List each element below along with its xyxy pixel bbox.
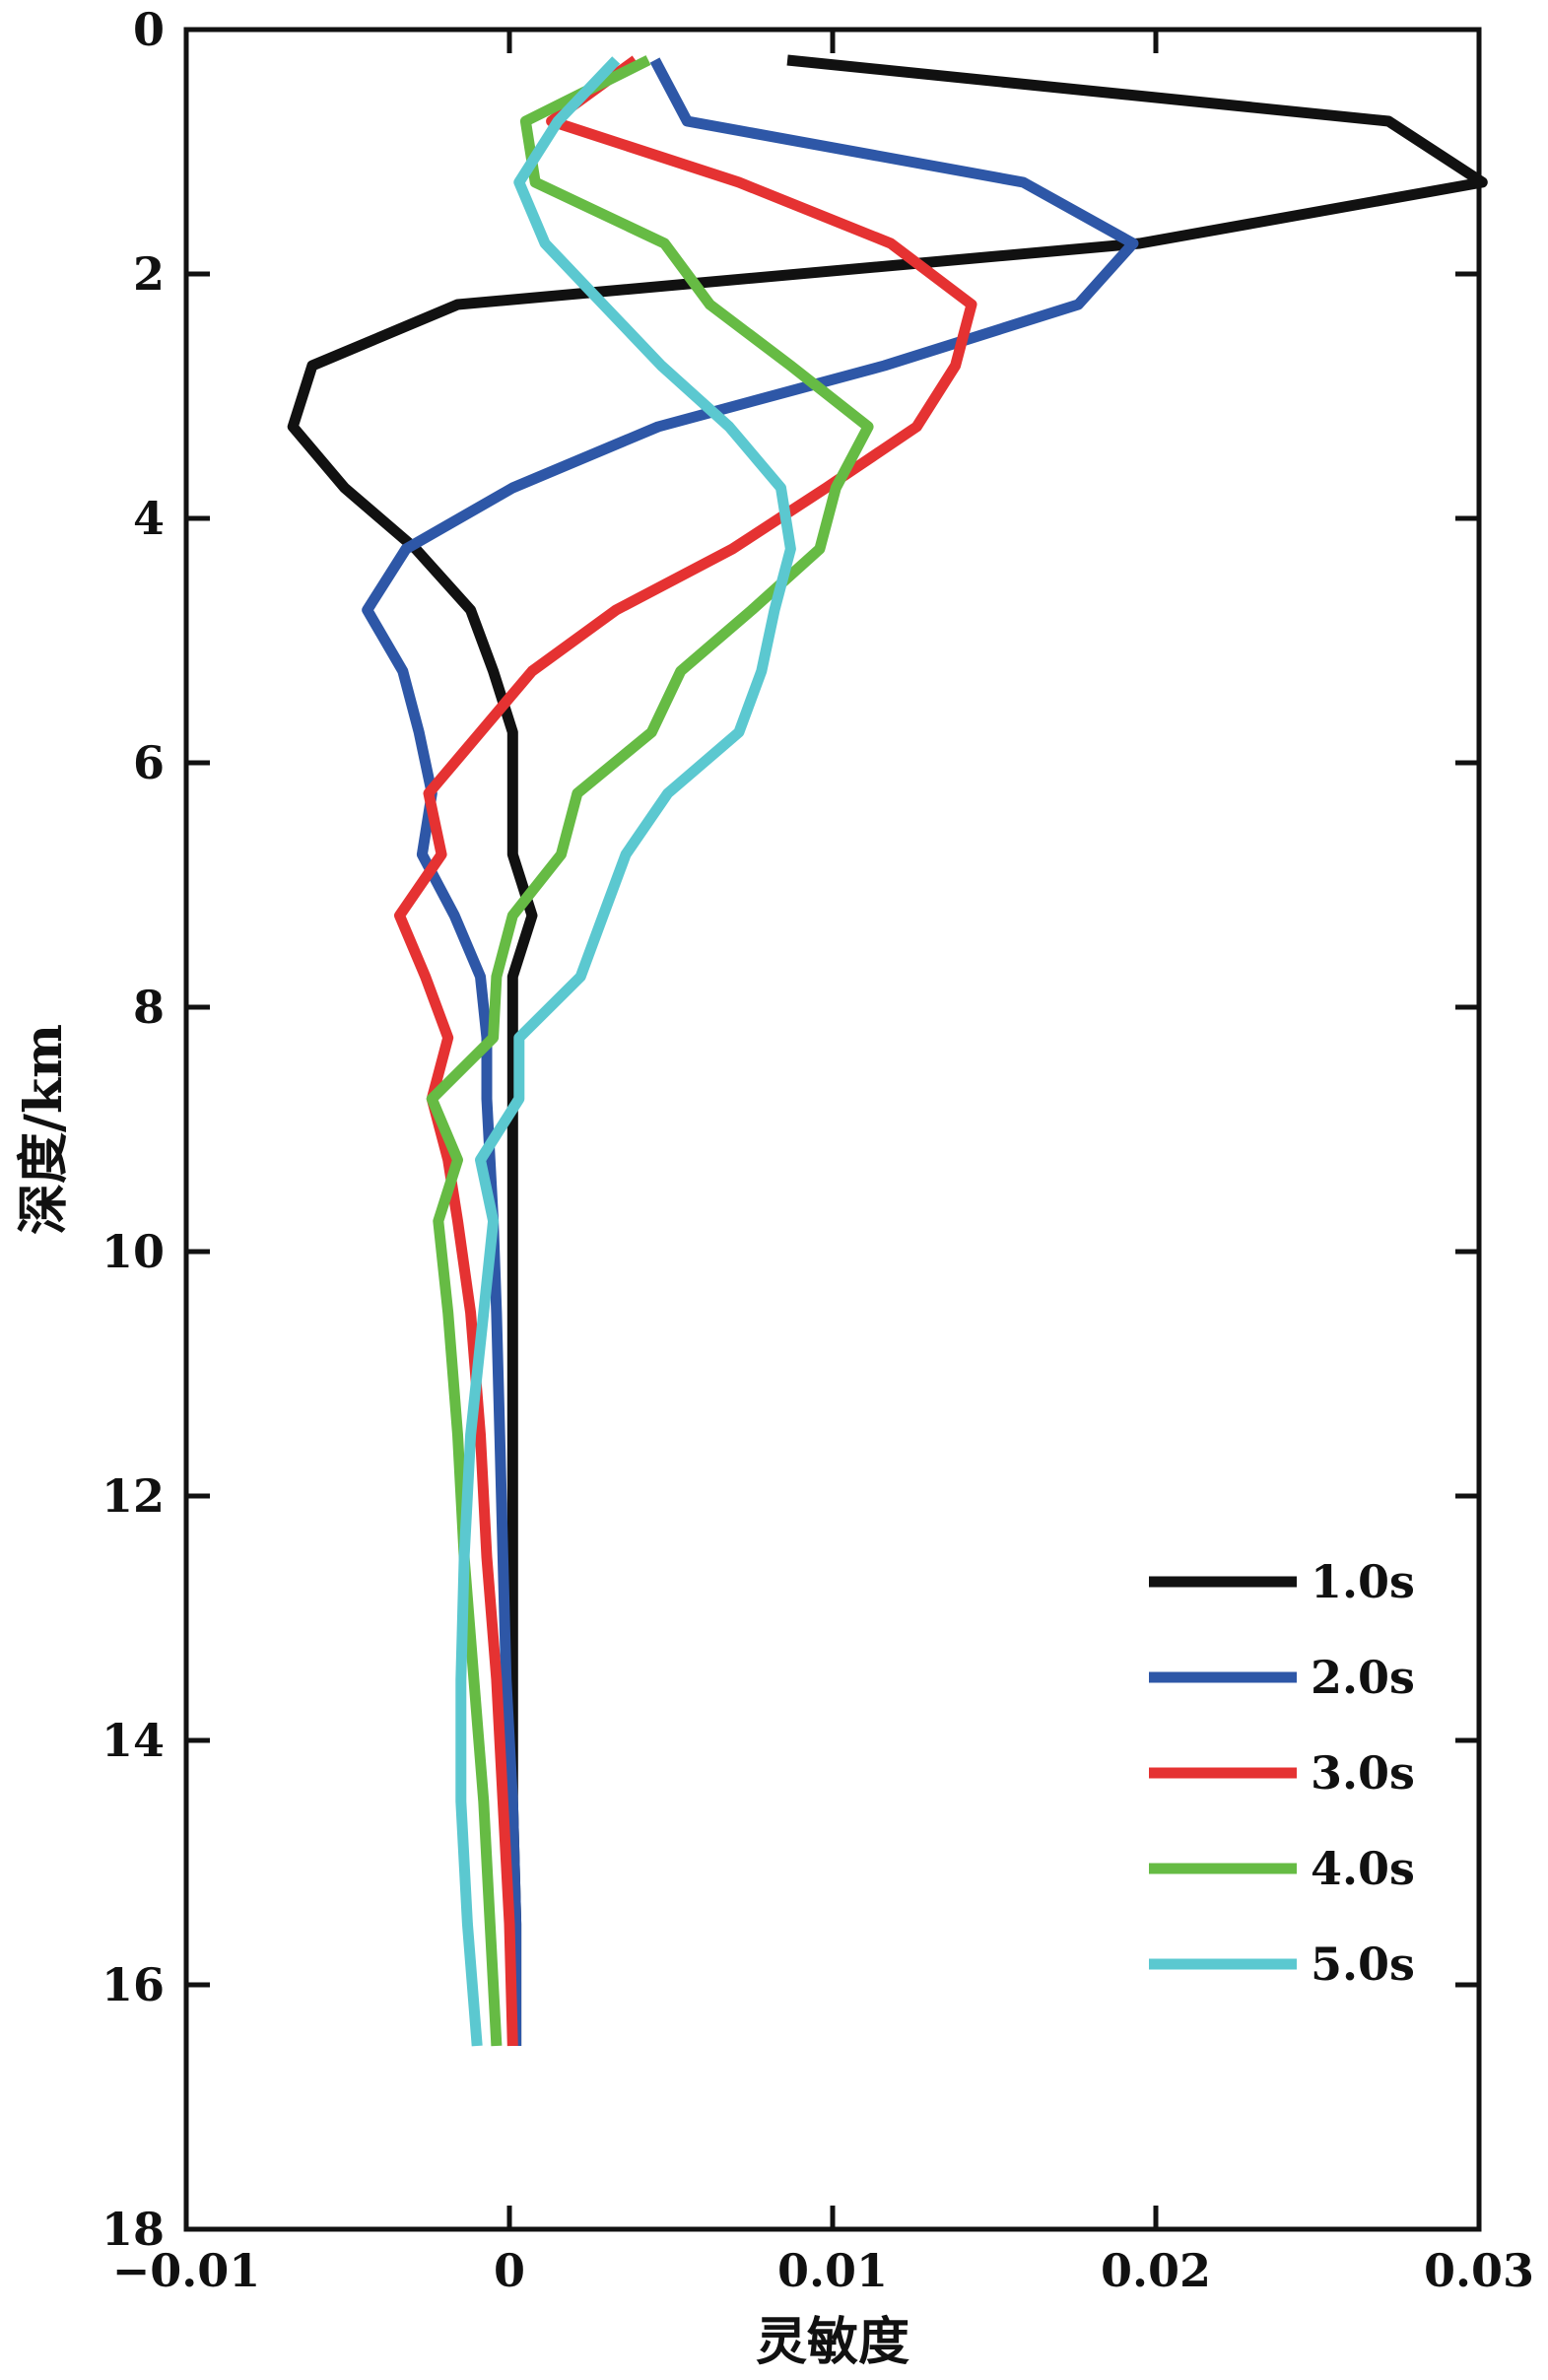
x-axis-title: 灵敏度: [756, 2312, 909, 2372]
legend-label: 3.0s: [1311, 1746, 1415, 1800]
y-tick-label: 12: [101, 1469, 165, 1523]
legend-label: 4.0s: [1311, 1842, 1415, 1895]
series-line-3-0s: [394, 55, 977, 2047]
y-tick-label: 4: [133, 492, 165, 545]
y-tick-label: 2: [133, 247, 165, 301]
legend-label: 5.0s: [1311, 1938, 1415, 1991]
y-tick-label: 18: [101, 2203, 165, 2256]
y-tick-label: 10: [101, 1225, 165, 1278]
series-lines: [287, 54, 1488, 2047]
x-tick-label: −0.01: [112, 2244, 261, 2297]
legend-label: 2.0s: [1311, 1651, 1415, 1704]
series-line-2-0s: [362, 57, 1139, 2046]
y-tick-label: 14: [101, 1714, 165, 1767]
y-tick-label: 6: [133, 736, 165, 789]
legend: 1.0s 2.0s 3.0s 4.0s 5.0s: [1149, 1555, 1415, 1991]
plot-area-frame: [183, 27, 1482, 2232]
y-tick-label: 16: [101, 1958, 165, 2011]
series-line-5-0s: [455, 56, 796, 2047]
series-line-1-0s: [287, 54, 1488, 2046]
axis-ticks: [183, 27, 1482, 2232]
axis-tick-labels: −0.01 0 0.01 0.02 0.03 0 2 4 6 8 10 12 14 16 18: [101, 3, 1534, 2297]
y-tick-label: 0: [133, 3, 165, 56]
y-tick-label: 8: [133, 981, 165, 1034]
x-tick-label: 0.02: [1101, 2244, 1211, 2297]
x-tick-label: 0.01: [777, 2244, 888, 2297]
legend-label: 1.0s: [1311, 1555, 1415, 1608]
x-tick-label: 0: [494, 2244, 525, 2297]
y-axis-title: 深度/km: [14, 1024, 74, 1235]
x-tick-label: 0.03: [1424, 2244, 1534, 2297]
